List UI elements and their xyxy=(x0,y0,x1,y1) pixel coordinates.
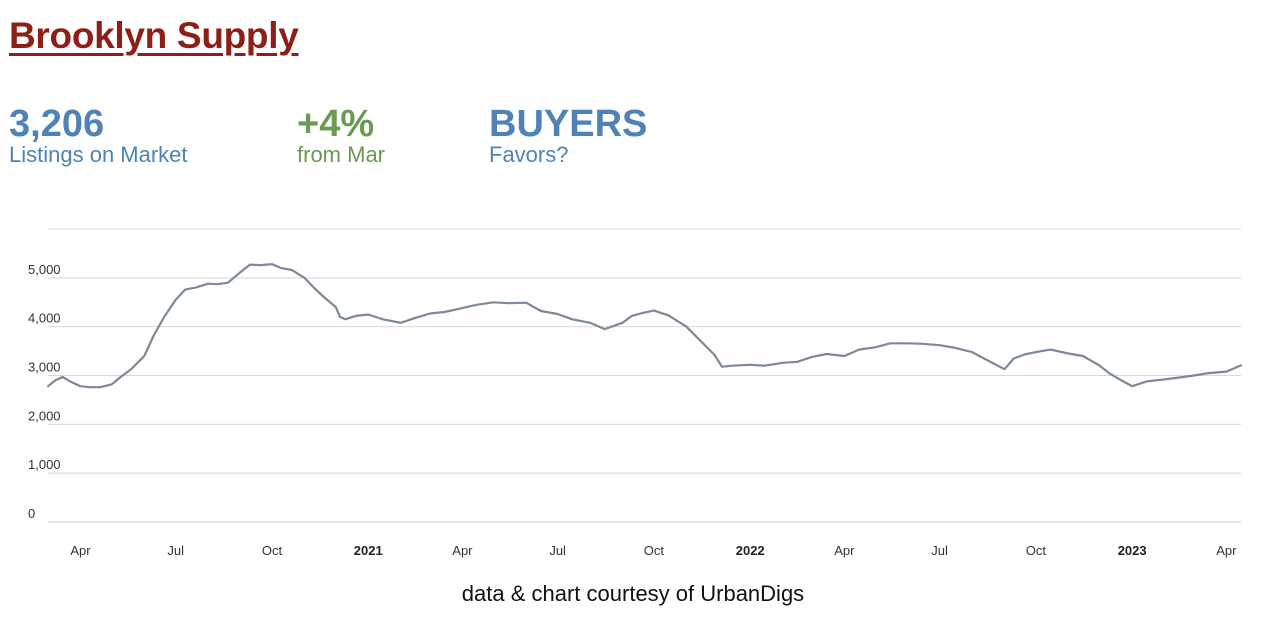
page-title: Brooklyn Supply xyxy=(9,15,299,56)
x-tick-label: Apr xyxy=(452,543,473,558)
stat-change: +4% from Mar xyxy=(297,101,385,168)
stat-favors: BUYERS Favors? xyxy=(489,101,647,168)
y-tick-label: 2,000 xyxy=(28,408,61,423)
stat-favors-value: BUYERS xyxy=(489,103,648,145)
x-tick-label: Oct xyxy=(644,543,665,558)
x-tick-label: Jul xyxy=(167,543,184,558)
y-tick-label: 1,000 xyxy=(28,457,61,472)
y-tick-label: 0 xyxy=(28,506,35,521)
y-tick-label: 5,000 xyxy=(28,262,61,277)
x-tick-label: Apr xyxy=(70,543,91,558)
chart-credit: data & chart courtesy of UrbanDigs xyxy=(461,581,805,606)
x-tick-label: Jul xyxy=(931,543,948,558)
chart-grid xyxy=(48,228,1241,523)
series-layer xyxy=(46,263,1243,389)
x-axis-ticks: Apr Jul Oct 2021 Apr Jul Oct 2022 Apr Jul Oct 2023 A… xyxy=(70,543,1237,558)
y-axis-ticks: 0 1,000 2,000 3,000 4,000 5,000 xyxy=(28,262,61,521)
y-tick-label: 4,000 xyxy=(28,311,61,326)
stat-change-label: from Mar xyxy=(297,142,385,167)
stat-listings-value: 3,206 xyxy=(9,103,105,145)
y-tick-label: 3,000 xyxy=(28,360,61,375)
x-tick-label: Apr xyxy=(834,543,855,558)
x-tick-label: Apr xyxy=(1216,543,1237,558)
x-tick-label: 2022 xyxy=(736,543,765,558)
x-tick-label: 2021 xyxy=(354,543,383,558)
x-tick-label: Oct xyxy=(1026,543,1047,558)
stat-listings: 3,206 Listings on Market xyxy=(9,101,188,168)
series-line-0 xyxy=(46,263,1243,389)
stat-listings-label: Listings on Market xyxy=(9,142,188,167)
stat-change-value: +4% xyxy=(297,103,375,145)
x-tick-label: 2023 xyxy=(1118,543,1147,558)
x-tick-label: Jul xyxy=(549,543,566,558)
listings-line-chart: 0 1,000 2,000 3,000 4,000 5,000 Apr Jul Oct 2021… xyxy=(28,228,1243,558)
stat-favors-label: Favors? xyxy=(489,142,569,167)
x-tick-label: Oct xyxy=(262,543,283,558)
